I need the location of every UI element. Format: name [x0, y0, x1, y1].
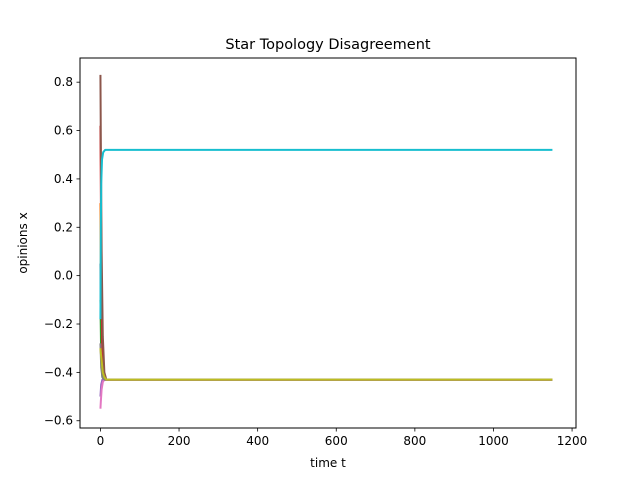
series-line-9 — [99, 348, 553, 381]
x-tick-label: 1200 — [557, 434, 588, 448]
series-layer — [99, 74, 553, 409]
y-tick-label: 0.6 — [54, 124, 73, 138]
plot-frame — [79, 57, 577, 429]
y-tick-label: 0.4 — [54, 172, 73, 186]
y-tick-label: 0.0 — [54, 269, 73, 283]
series-line-10 — [99, 148, 553, 320]
x-tick-label: 600 — [325, 434, 348, 448]
x-tick-label: 0 — [97, 434, 105, 448]
x-axis-label: time t — [310, 456, 346, 470]
x-tick-label: 800 — [403, 434, 426, 448]
x-tick-label: 400 — [246, 434, 269, 448]
y-tick-label: −0.4 — [44, 365, 73, 379]
x-tick-label: 1000 — [478, 434, 509, 448]
y-tick-label: 0.2 — [54, 220, 73, 234]
x-tick-label: 200 — [168, 434, 191, 448]
y-tick-label: −0.2 — [44, 317, 73, 331]
y-axis-label: opinions x — [16, 212, 30, 273]
y-axis-ticks: −0.6 −0.4 −0.2 0.0 0.2 0.4 0.6 0.8 — [44, 75, 80, 428]
x-axis-ticks: 0 200 400 600 800 1000 1200 — [97, 428, 588, 448]
chart-title: Star Topology Disagreement — [225, 37, 431, 53]
y-tick-label: −0.6 — [44, 414, 73, 428]
y-tick-label: 0.8 — [54, 75, 73, 89]
